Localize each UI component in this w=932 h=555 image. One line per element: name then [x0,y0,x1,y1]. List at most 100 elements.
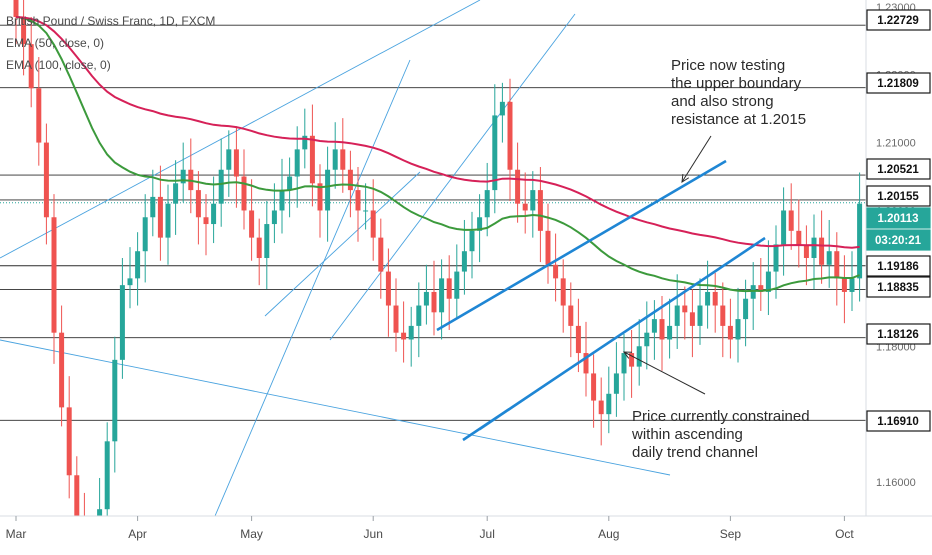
time-axis[interactable]: Mar Apr May Jun Jul Aug Sep Oct [0,515,932,550]
candle-body [803,244,809,258]
candle-body [773,244,779,272]
chart-title: British Pound / Swiss Franc, 1D, FXCM [6,14,216,28]
candle-body [788,210,794,231]
price-label: 1.19186 [877,261,919,273]
candle-body [28,44,34,89]
candle-body [309,135,315,184]
candle-body [385,271,391,306]
candle-body [363,210,369,212]
price-label: 1.16910 [877,416,919,428]
candle-body [317,183,323,211]
candle-body [112,359,118,442]
candle-body [598,400,604,415]
candle-body [499,101,505,116]
candle-body [454,271,460,299]
time-tick-label: Apr [128,527,147,541]
candle-body [644,332,650,347]
price-label: 1.20521 [877,164,919,176]
candle-body [583,353,589,374]
price-label-box [866,158,931,180]
candle-body [796,230,802,245]
candle-body [636,346,642,367]
candle-body [142,217,148,252]
candle-body [165,203,171,238]
candle-body [203,217,209,225]
candle-body [408,325,414,340]
candle-body [294,149,300,177]
price-label-box [866,410,931,432]
price-label-box [866,207,931,229]
candle-body [720,305,726,326]
candle-body [119,285,125,360]
channel-lower-line [462,236,766,442]
price-tick-label: 1.16000 [876,477,916,489]
candle-body [180,169,186,184]
candle-body [682,305,688,313]
candle-body [127,278,133,286]
candle-body [51,217,57,333]
price-label: 1.21809 [877,78,919,90]
annotation-arrowhead [622,351,633,359]
candle-body [74,475,80,516]
price-label: 03:20:21 [875,235,922,247]
annotation-channel-text: within ascending [631,426,743,443]
candle-body [530,190,536,211]
candle-body [332,149,338,170]
candle-body [522,203,528,211]
candle-body [287,176,293,191]
price-label: 1.22729 [877,15,919,27]
chart-legend: British Pound / Swiss Franc, 1D, FXCM EM… [6,10,215,76]
trend-channel [436,159,766,442]
candle-body [575,325,581,354]
candle-body [211,203,217,225]
candle-body [43,142,49,218]
candle-body [431,291,437,313]
candle-body [492,115,498,191]
candle-body [249,210,255,238]
candle-body [59,332,65,408]
candle-body [302,135,308,150]
candle-body [218,169,224,204]
annotation-resistance-text: resistance at 1.2015 [671,111,806,128]
candle-body [727,325,733,340]
candle-body [233,149,239,177]
time-tick-label: Mar [6,527,27,541]
candle-body [157,196,163,238]
price-label: 1.18126 [877,329,919,341]
candle-body [591,373,597,401]
candle-body [515,169,521,204]
candle-body [393,305,399,333]
ema-100-legend: EMA (100, close, 0) [6,58,111,72]
candle-body [461,251,467,272]
trendline [0,339,671,476]
ema-50-legend: EMA (50, close, 0) [6,36,105,50]
candle-body [150,196,156,218]
annotation-arrowhead [681,173,690,183]
candle-body [195,190,201,218]
candle-body [834,251,840,279]
candle-body [21,16,27,45]
candle-body [325,169,331,211]
candle-body [659,319,665,340]
price-label-box [866,276,931,298]
candle-body [173,183,179,204]
annotation-arrow [681,135,712,183]
candle-body [355,190,361,211]
candle-body [651,319,657,333]
candle-body [667,325,673,340]
trendline [214,59,411,517]
trendline [264,171,421,317]
candle-body [629,353,635,367]
candle-body [819,237,825,265]
price-label: 1.18835 [877,282,919,294]
candle-body [423,291,429,306]
candle-body [264,224,270,258]
candle-body [553,264,559,279]
annotation-resistance-text: the upper boundary [671,75,802,92]
price-labels: 1.22729 1.21809 1.20521 1.20155 1.20113 03:20… [866,9,931,432]
candle-body [560,278,566,306]
candles [13,0,863,555]
candle-body [674,305,680,326]
